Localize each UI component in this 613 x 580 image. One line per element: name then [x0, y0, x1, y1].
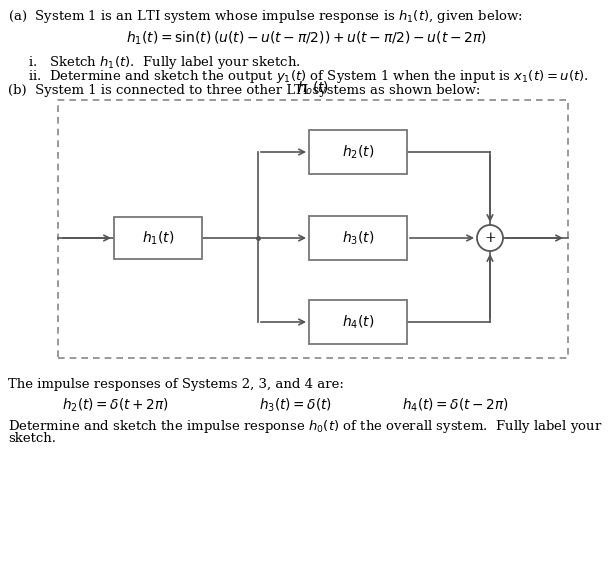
Text: $h_2(t)$: $h_2(t)$	[342, 143, 374, 161]
Bar	[114, 217, 202, 259]
Text: i.   Sketch $h_1(t)$.  Fully label your sketch.: i. Sketch $h_1(t)$. Fully label your ske…	[28, 54, 300, 71]
Bar	[309, 300, 407, 344]
Bar	[309, 130, 407, 174]
Text: ii.  Determine and sketch the output $y_1(t)$ of System 1 when the input is $x_1: ii. Determine and sketch the output $y_1…	[28, 68, 588, 85]
Text: +: +	[484, 231, 496, 245]
Bar	[309, 216, 407, 260]
Text: (b)  System 1 is connected to three other LTI systems as shown below:: (b) System 1 is connected to three other…	[8, 84, 481, 97]
Text: $h_4(t)$: $h_4(t)$	[342, 313, 374, 331]
Text: $h_2(t) = \delta(t + 2\pi)$: $h_2(t) = \delta(t + 2\pi)$	[62, 397, 169, 414]
Text: $h_3(t)$: $h_3(t)$	[342, 229, 374, 246]
Bar	[58, 100, 568, 358]
Text: (a)  System 1 is an LTI system whose impulse response is $h_1(t)$, given below:: (a) System 1 is an LTI system whose impu…	[8, 8, 523, 25]
Text: $h_1(t) = \sin(t)\,(u(t) - u(t - \pi/2)) + u(t - \pi/2) - u(t - 2\pi)$: $h_1(t) = \sin(t)\,(u(t) - u(t - \pi/2))…	[126, 30, 487, 48]
Text: $h_o(t)$: $h_o(t)$	[297, 79, 329, 97]
Text: $h_3(t) = \delta(t)$: $h_3(t) = \delta(t)$	[259, 397, 332, 414]
Text: $h_4(t) = \delta(t - 2\pi)$: $h_4(t) = \delta(t - 2\pi)$	[402, 397, 508, 414]
Text: sketch.: sketch.	[8, 432, 56, 445]
Text: The impulse responses of Systems 2, 3, and 4 are:: The impulse responses of Systems 2, 3, a…	[8, 378, 344, 391]
Text: Determine and sketch the impulse response $h_0(t)$ of the overall system.  Fully: Determine and sketch the impulse respons…	[8, 418, 603, 435]
Circle shape	[477, 225, 503, 251]
Text: $h_1(t)$: $h_1(t)$	[142, 229, 174, 246]
